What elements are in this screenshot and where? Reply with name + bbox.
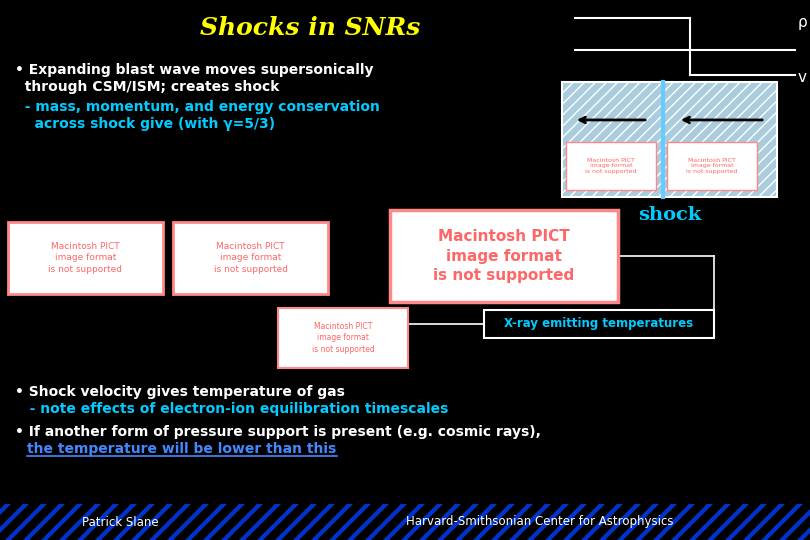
Polygon shape [588,504,634,540]
Polygon shape [642,504,688,540]
Text: - mass, momentum, and energy conservation: - mass, momentum, and energy conservatio… [15,100,380,114]
Polygon shape [156,504,202,540]
Text: X-ray emitting temperatures: X-ray emitting temperatures [505,318,693,330]
Polygon shape [102,504,148,540]
Polygon shape [372,504,418,540]
Text: Shocks in SNRs: Shocks in SNRs [200,16,420,40]
Text: Macintosh PICT
image format
is not supported: Macintosh PICT image format is not suppo… [433,229,574,284]
Text: Macintosh PICT
image format
is not supported: Macintosh PICT image format is not suppo… [686,158,738,174]
Bar [390,210,618,302]
Bar [278,308,408,368]
Polygon shape [0,504,4,540]
Polygon shape [570,504,616,540]
Polygon shape [318,504,364,540]
Polygon shape [660,504,706,540]
Polygon shape [516,504,562,540]
Text: Macintosh PICT
image format
is not supported: Macintosh PICT image format is not suppo… [586,158,637,174]
Polygon shape [732,504,778,540]
Text: across shock give (with γ=5/3): across shock give (with γ=5/3) [15,117,275,131]
Bar [667,142,757,190]
Polygon shape [66,504,112,540]
Polygon shape [804,504,810,540]
Polygon shape [282,504,328,540]
Text: Patrick Slane: Patrick Slane [82,516,158,529]
Polygon shape [0,504,22,540]
Polygon shape [786,504,810,540]
Polygon shape [120,504,166,540]
Polygon shape [192,504,238,540]
Text: • If another form of pressure support is present (e.g. cosmic rays),: • If another form of pressure support is… [15,425,541,439]
Polygon shape [768,504,810,540]
Text: - note effects of electron-ion equilibration timescales: - note effects of electron-ion equilibra… [15,402,449,416]
Polygon shape [210,504,256,540]
Polygon shape [498,504,544,540]
Polygon shape [606,504,652,540]
Polygon shape [228,504,274,540]
Polygon shape [444,504,490,540]
Polygon shape [30,504,76,540]
Polygon shape [750,504,796,540]
Polygon shape [0,504,40,540]
Polygon shape [696,504,742,540]
Polygon shape [390,504,436,540]
Polygon shape [264,504,310,540]
Polygon shape [300,504,346,540]
Polygon shape [534,504,580,540]
Text: Macintosh PICT
image format
is not supported: Macintosh PICT image format is not suppo… [214,242,288,274]
Polygon shape [354,504,400,540]
Text: through CSM/ISM; creates shock: through CSM/ISM; creates shock [15,80,279,94]
Polygon shape [138,504,184,540]
Polygon shape [552,504,598,540]
Bar [173,222,328,294]
Polygon shape [12,504,58,540]
Bar [0,504,810,540]
Text: Harvard-Smithsonian Center for Astrophysics: Harvard-Smithsonian Center for Astrophys… [407,516,674,529]
Polygon shape [480,504,526,540]
Polygon shape [426,504,472,540]
Bar [566,142,656,190]
Text: Macintosh PICT
image format
is not supported: Macintosh PICT image format is not suppo… [312,322,374,354]
Polygon shape [48,504,94,540]
Bar [484,310,714,338]
Text: ρ: ρ [798,15,808,30]
Polygon shape [714,504,760,540]
Polygon shape [336,504,382,540]
Polygon shape [408,504,454,540]
Bar [562,82,777,197]
Text: the temperature will be lower than this: the temperature will be lower than this [27,442,336,456]
Text: • Expanding blast wave moves supersonically: • Expanding blast wave moves supersonica… [15,63,373,77]
Polygon shape [678,504,724,540]
Polygon shape [462,504,508,540]
Polygon shape [174,504,220,540]
Text: v: v [798,70,807,84]
Text: Macintosh PICT
image format
is not supported: Macintosh PICT image format is not suppo… [49,242,122,274]
Polygon shape [246,504,292,540]
Text: • Shock velocity gives temperature of gas: • Shock velocity gives temperature of ga… [15,385,345,399]
Text: shock: shock [638,206,701,224]
Polygon shape [84,504,130,540]
Bar [8,222,163,294]
Polygon shape [624,504,670,540]
